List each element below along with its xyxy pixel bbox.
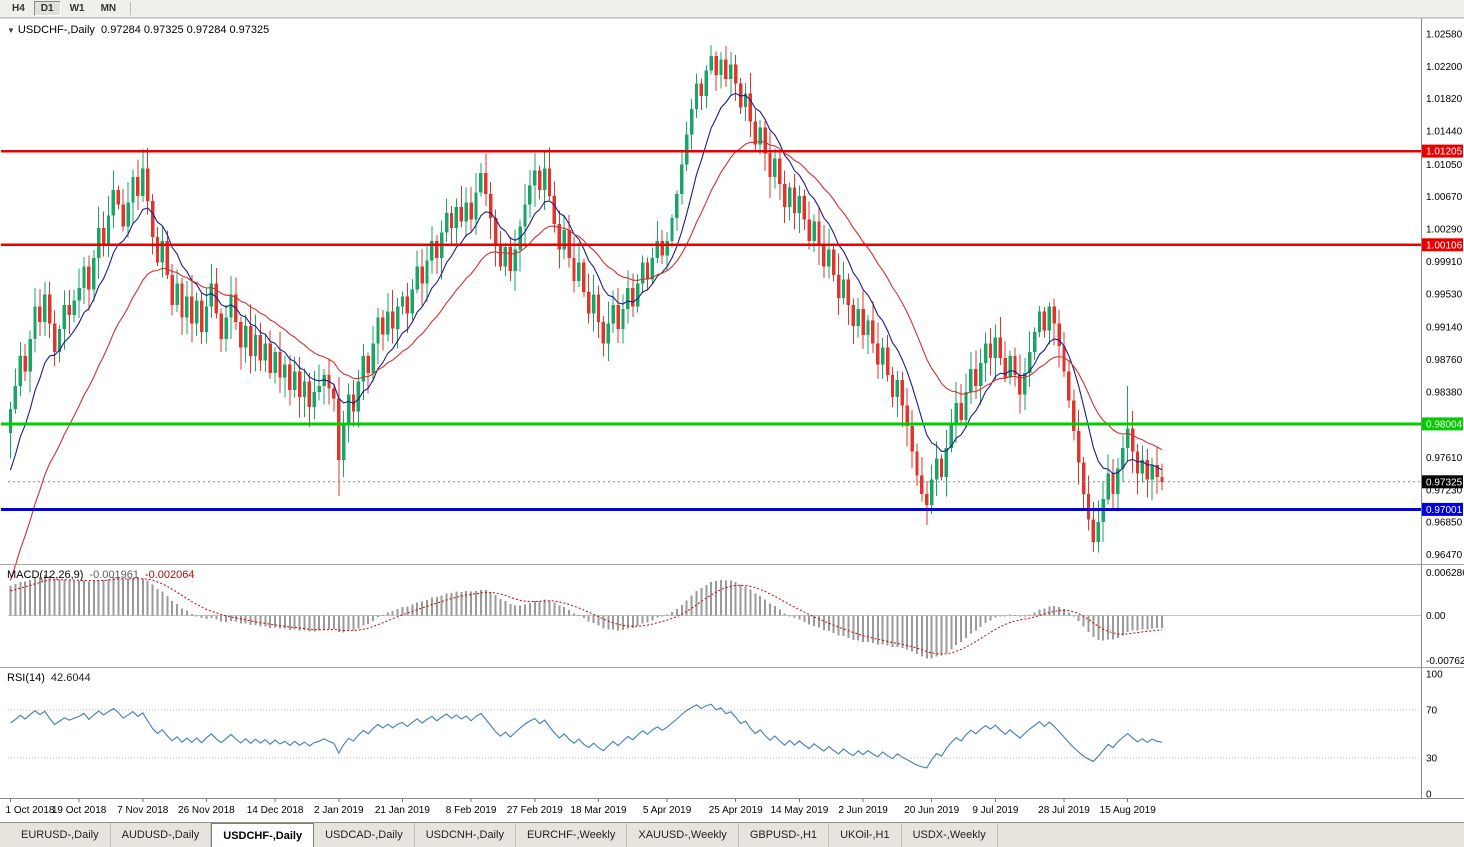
ma-fast-line [9, 92, 1163, 475]
candles-layer [8, 45, 1164, 553]
period-button-mn[interactable]: MN [94, 1, 124, 16]
macd-indicator-label: MACD(12,26,9) -0.001961 -0.002064 [7, 569, 195, 581]
tab-usdchf-daily[interactable]: USDCHF-,Daily [211, 823, 315, 847]
chart-window[interactable]: 1.02580 1.02200 1.01820 1.01440 1.01050 1.006… [0, 18, 1464, 822]
tab-xauusd-weekly[interactable]: XAUUSD-,Weekly [627, 823, 739, 847]
svg-text:2 Jun 2019: 2 Jun 2019 [838, 805, 888, 816]
price-levels-layer[interactable] [1, 149, 1421, 511]
svg-text:1 Oct 2018: 1 Oct 2018 [6, 805, 55, 816]
tab-usdcnh-daily[interactable]: USDCNH-,Daily [415, 823, 516, 847]
price-level-badge [1422, 417, 1463, 431]
svg-text:14 May 2019: 14 May 2019 [770, 805, 828, 816]
period-button-d1[interactable]: D1 [33, 1, 61, 16]
svg-text:2 Jan 2019: 2 Jan 2019 [314, 805, 364, 816]
svg-text:0.99910: 0.99910 [1426, 257, 1463, 268]
svg-text:1.01820: 1.01820 [1426, 94, 1463, 105]
svg-text:26 Nov 2018: 26 Nov 2018 [178, 805, 235, 816]
svg-text:0.97230: 0.97230 [1426, 485, 1463, 496]
svg-text:21 Jan 2019: 21 Jan 2019 [375, 805, 430, 816]
chart-menu-icon[interactable]: ▼ [7, 26, 15, 35]
tab-ukoil-h1[interactable]: UKOil-,H1 [829, 823, 902, 847]
svg-text:1.00290: 1.00290 [1426, 225, 1463, 236]
svg-text:100: 100 [1426, 670, 1443, 681]
ma-slow-line [9, 140, 1163, 581]
rsi-indicator-label: RSI(14) 42.6044 [7, 672, 91, 684]
svg-text:0.99530: 0.99530 [1426, 289, 1463, 300]
macd-value-signal: -0.002064 [144, 569, 195, 581]
svg-text:7 Nov 2018: 7 Nov 2018 [117, 805, 169, 816]
period-button-w1[interactable]: W1 [63, 1, 92, 16]
svg-text:19 Oct 2018: 19 Oct 2018 [52, 805, 107, 816]
chart-ohlc-label: ▼ USDCHF-,Daily 0.97284 0.97325 0.97284 0… [7, 24, 269, 36]
tab-eurusd-daily[interactable]: EURUSD-,Daily [10, 823, 111, 847]
svg-text:0.98380: 0.98380 [1426, 387, 1463, 398]
svg-text:30: 30 [1426, 754, 1438, 765]
price-level-badge [1422, 144, 1463, 158]
svg-text:0.98004: 0.98004 [1426, 419, 1463, 430]
macd-signal-line [10, 578, 1163, 655]
svg-text:1.00106: 1.00106 [1426, 240, 1463, 251]
svg-text:5 Apr 2019: 5 Apr 2019 [643, 805, 692, 816]
svg-text:1.01205: 1.01205 [1426, 147, 1463, 158]
svg-text:1.02580: 1.02580 [1426, 29, 1463, 40]
svg-text:0: 0 [1426, 790, 1432, 801]
svg-text:0.96850: 0.96850 [1426, 518, 1463, 529]
chart-ohlc-values: 0.97284 0.97325 0.97284 0.97325 [101, 24, 270, 36]
rsi-name: RSI(14) [7, 672, 45, 684]
macd-value-main: -0.001961 [89, 569, 139, 581]
tab-gbpusd-h1[interactable]: GBPUSD-,H1 [739, 823, 830, 847]
svg-text:70: 70 [1426, 706, 1438, 717]
tab-usdx-weekly[interactable]: USDX-,Weekly [902, 823, 998, 847]
price-level-badge [1422, 238, 1463, 252]
toolbar-separator [130, 2, 132, 15]
svg-text:28 Jul 2019: 28 Jul 2019 [1038, 805, 1090, 816]
svg-text:20 Jun 2019: 20 Jun 2019 [904, 805, 959, 816]
svg-text:0.98760: 0.98760 [1426, 355, 1463, 366]
price-chart-svg: 1.02580 1.02200 1.01820 1.01440 1.01050 1.006… [0, 18, 1464, 816]
svg-text:18 Mar 2019: 18 Mar 2019 [570, 805, 627, 816]
period-toolbar: H4 D1 W1 MN [0, 0, 1464, 18]
current-price-badge [1422, 475, 1463, 489]
rsi-value: 42.6044 [50, 672, 91, 684]
period-button-h4[interactable]: H4 [5, 1, 32, 16]
svg-text:0.00: 0.00 [1426, 611, 1446, 622]
chart-symbol-label: USDCHF-,Daily [17, 24, 95, 36]
svg-text:0.97610: 0.97610 [1426, 453, 1463, 464]
svg-text:0.97325: 0.97325 [1426, 477, 1463, 488]
price-axis-labels: 1.02580 1.02200 1.01820 1.01440 1.01050 1.006… [1426, 29, 1463, 561]
rsi-line [10, 703, 1163, 769]
svg-text:1.01050: 1.01050 [1426, 160, 1463, 171]
svg-text:0.97001: 0.97001 [1426, 505, 1463, 516]
svg-text:1.01440: 1.01440 [1426, 127, 1463, 138]
macd-histogram [9, 575, 1163, 659]
svg-text:8 Feb 2019: 8 Feb 2019 [446, 805, 497, 816]
svg-text:25 Apr 2019: 25 Apr 2019 [709, 805, 763, 816]
svg-text:1.02200: 1.02200 [1426, 62, 1463, 73]
svg-text:0.96470: 0.96470 [1426, 550, 1463, 561]
svg-text:-0.00762: -0.00762 [1426, 656, 1464, 667]
chart-tabbar: EURUSD-,Daily AUDUSD-,Daily USDCHF-,Daily U… [0, 822, 1464, 847]
svg-text:1.00670: 1.00670 [1426, 192, 1463, 203]
svg-text:0.006286: 0.006286 [1426, 568, 1464, 579]
svg-text:14 Dec 2018: 14 Dec 2018 [247, 805, 304, 816]
tab-eurchf-weekly[interactable]: EURCHF-,Weekly [516, 823, 628, 847]
svg-text:9 Jul 2019: 9 Jul 2019 [972, 805, 1019, 816]
svg-text:0.99140: 0.99140 [1426, 323, 1463, 334]
tab-audusd-daily[interactable]: AUDUSD-,Daily [111, 823, 212, 847]
tab-usdcad-daily[interactable]: USDCAD-,Daily [314, 823, 415, 847]
price-level-badge [1422, 502, 1463, 516]
svg-text:27 Feb 2019: 27 Feb 2019 [507, 805, 564, 816]
macd-name: MACD(12,26,9) [7, 569, 84, 581]
svg-text:15 Aug 2019: 15 Aug 2019 [1100, 805, 1157, 816]
